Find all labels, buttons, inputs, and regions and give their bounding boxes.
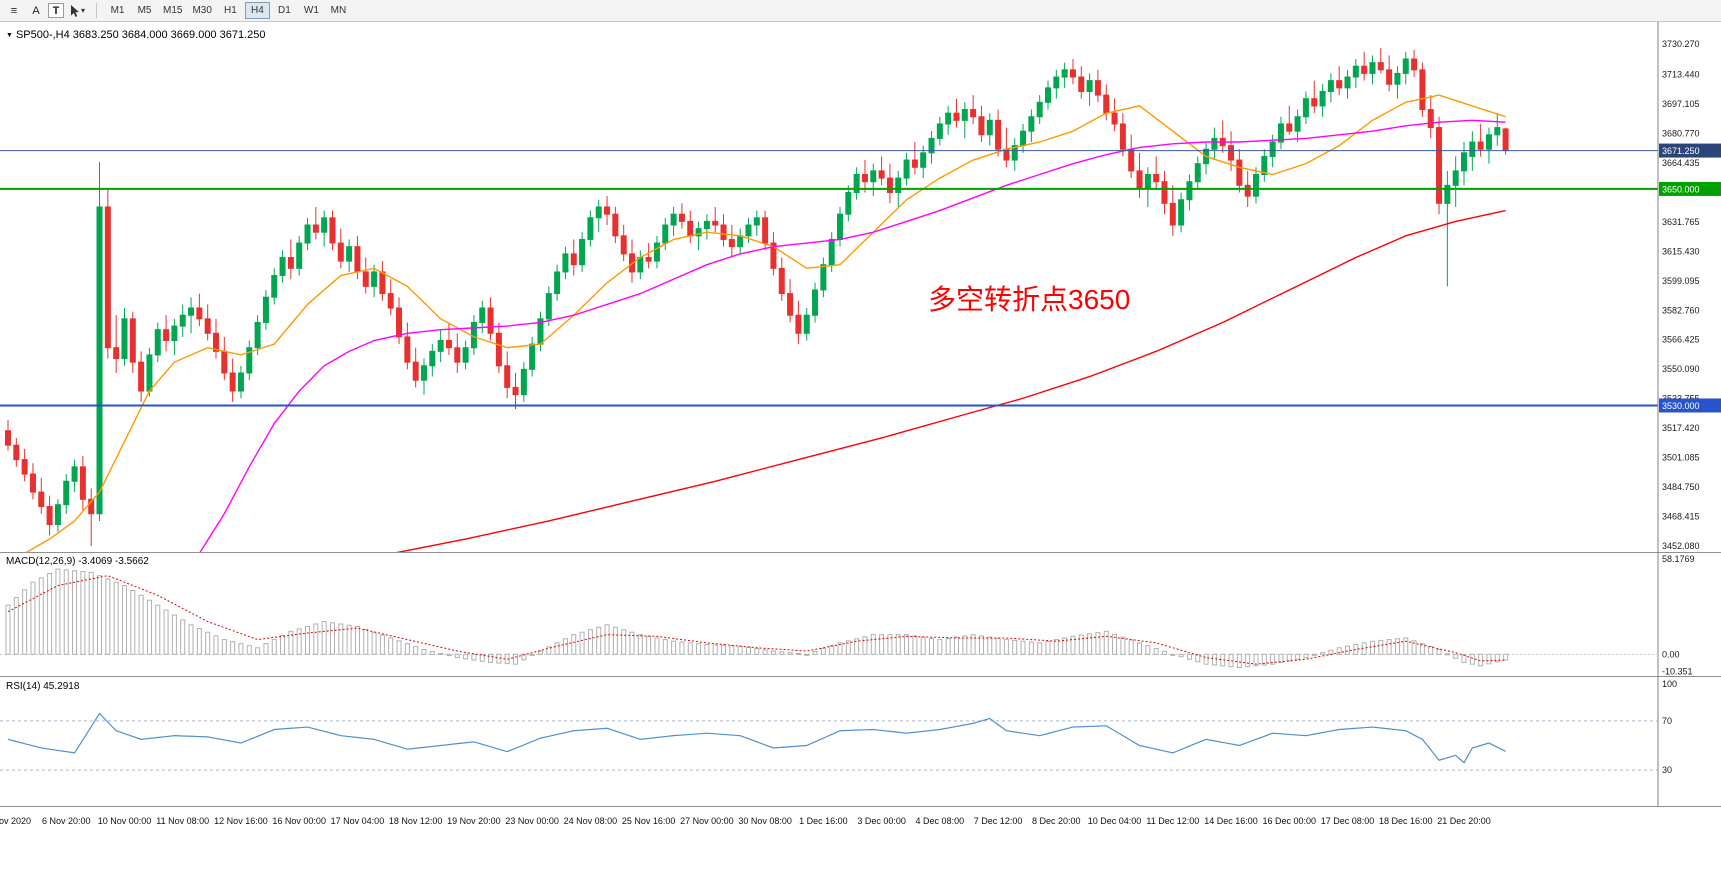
bull-bear-annotation[interactable]: 多空转折点3650 — [928, 284, 1131, 315]
time-label: 11 Nov 08:00 — [156, 816, 210, 826]
macd-pane[interactable]: 58.1769 0.00 -10.351 — [0, 552, 1721, 676]
timeframe-mn-button[interactable]: MN — [326, 2, 351, 19]
time-label: 18 Dec 16:00 — [1378, 816, 1433, 826]
time-label: 19 Nov 20:00 — [447, 816, 501, 826]
letter-a-icon: A — [32, 4, 40, 17]
main-price-chart[interactable]: 3730.270 3713.440 3697.105 3680.770 3664.435… — [0, 22, 1721, 552]
svg-text:3650.000: 3650.000 — [1662, 184, 1700, 194]
rsi-levels — [0, 720, 1658, 771]
time-label: 17 Nov 04:00 — [330, 816, 385, 826]
time-label: 4 Dec 08:00 — [915, 816, 965, 826]
cursor-tool-button[interactable]: ▾ — [66, 2, 88, 20]
time-label: 14 Dec 16:00 — [1204, 816, 1258, 826]
time-axis[interactable]: 5 Nov 2020 6 Nov 20:00 10 Nov 00:00 11 Nov … — [0, 806, 1721, 841]
svg-text:58.1769: 58.1769 — [1662, 554, 1695, 564]
svg-text:3713.440: 3713.440 — [1662, 69, 1700, 79]
rsi-label: RSI(14) 45.2918 — [6, 681, 80, 692]
time-label: 11 Dec 12:00 — [1146, 816, 1200, 826]
timeframe-m5-button[interactable]: M5 — [132, 2, 157, 19]
ma-slow-line — [396, 209, 1506, 552]
time-label: 8 Dec 20:00 — [1032, 816, 1081, 826]
time-label: 16 Dec 00:00 — [1262, 816, 1317, 826]
moving-averages-layer — [25, 94, 1506, 552]
annotate-a-button[interactable]: A — [26, 2, 46, 20]
time-label: 27 Nov 00:00 — [680, 816, 734, 826]
time-label: 12 Nov 16:00 — [214, 816, 268, 826]
main-toolbar: ≡ A T ▾ M1 M5 M15 M30 H1 H4 D1 W1 MN — [0, 0, 1721, 22]
time-label: 3 Dec 00:00 — [857, 816, 906, 826]
svg-text:3599.095: 3599.095 — [1662, 276, 1700, 286]
time-label: 10 Nov 00:00 — [97, 816, 152, 826]
timeframe-m1-button[interactable]: M1 — [105, 2, 130, 19]
time-label: 1 Dec 16:00 — [799, 816, 848, 826]
time-label: 25 Nov 16:00 — [621, 816, 676, 826]
svg-text:-10.351: -10.351 — [1662, 666, 1693, 676]
svg-text:3566.425: 3566.425 — [1662, 335, 1700, 345]
svg-text:3468.415: 3468.415 — [1662, 512, 1700, 522]
svg-text:3517.420: 3517.420 — [1662, 423, 1700, 433]
rsi-pane[interactable]: 100 70 30 — [0, 676, 1721, 806]
toolbar-separator — [96, 3, 98, 18]
timeframe-h1-button[interactable]: H1 — [218, 2, 243, 19]
svg-text:3452.080: 3452.080 — [1662, 541, 1700, 551]
price-tag — [1659, 143, 1721, 158]
ma-mid-line — [199, 119, 1506, 552]
svg-text:3664.435: 3664.435 — [1662, 158, 1700, 168]
time-label: 10 Dec 04:00 — [1087, 816, 1142, 826]
symbol-ohlc-header: ▼ SP500-,H4 3683.250 3684.000 3669.000 36… — [6, 29, 266, 41]
time-label: 7 Dec 12:00 — [973, 816, 1023, 826]
time-label: 5 Nov 2020 — [0, 816, 32, 826]
symbol-ohlc-text: SP500-,H4 3683.250 3684.000 3669.000 367… — [15, 29, 266, 41]
timeframe-m15-button[interactable]: M15 — [159, 2, 186, 19]
time-label: 24 Nov 08:00 — [563, 816, 618, 826]
price-axis: 3730.270 3713.440 3697.105 3680.770 3664.435… — [1657, 22, 1721, 552]
charts-list-button[interactable]: ≡ — [4, 2, 24, 20]
macd-label: MACD(12,26,9) -3.4069 -3.5662 — [6, 556, 149, 567]
price-tag — [1659, 181, 1721, 196]
symbol-marker-icon: ▼ — [6, 32, 13, 39]
svg-text:0.00: 0.00 — [1662, 649, 1680, 659]
candles-layer — [5, 48, 1509, 547]
svg-text:3671.250: 3671.250 — [1662, 146, 1700, 156]
svg-text:100: 100 — [1662, 679, 1677, 689]
svg-text:3730.270: 3730.270 — [1662, 39, 1700, 49]
rsi-line — [7, 712, 1506, 764]
time-label: 18 Nov 12:00 — [388, 816, 443, 826]
chevron-down-icon: ▾ — [81, 6, 86, 15]
svg-text:3631.765: 3631.765 — [1662, 217, 1700, 227]
horizontal-lines-layer — [0, 150, 1658, 407]
time-label: 17 Dec 08:00 — [1320, 816, 1375, 826]
svg-text:30: 30 — [1662, 765, 1672, 775]
timeframe-w1-button[interactable]: W1 — [299, 2, 324, 19]
time-label: 21 Dec 20:00 — [1437, 816, 1491, 826]
svg-text:3530.000: 3530.000 — [1662, 401, 1700, 411]
macd-histogram — [5, 568, 1509, 668]
macd-axis: 58.1769 0.00 -10.351 — [1662, 554, 1695, 676]
svg-text:3501.085: 3501.085 — [1662, 453, 1700, 463]
timeframe-h4-button[interactable]: H4 — [244, 2, 270, 19]
time-label: 30 Nov 08:00 — [738, 816, 792, 826]
cursor-icon — [71, 4, 79, 17]
svg-text:3615.430: 3615.430 — [1662, 246, 1700, 256]
time-label: 6 Nov 20:00 — [41, 816, 91, 826]
svg-text:3680.770: 3680.770 — [1662, 128, 1700, 138]
letter-t-icon: T — [52, 4, 60, 17]
svg-text:70: 70 — [1662, 716, 1672, 726]
text-tool-button[interactable]: T — [48, 3, 64, 18]
price-tag — [1659, 398, 1721, 413]
svg-text:3550.090: 3550.090 — [1662, 364, 1700, 374]
time-label: 23 Nov 00:00 — [505, 816, 559, 826]
svg-text:3484.750: 3484.750 — [1662, 482, 1700, 492]
svg-text:3582.760: 3582.760 — [1662, 305, 1700, 315]
svg-text:3697.105: 3697.105 — [1662, 99, 1700, 109]
ma-fast-line — [25, 94, 1506, 552]
timeframe-m30-button[interactable]: M30 — [188, 2, 215, 19]
time-label: 16 Nov 00:00 — [272, 816, 326, 826]
macd-signal-line — [7, 575, 1506, 665]
list-icon: ≡ — [10, 4, 18, 17]
rsi-axis: 100 70 30 — [1662, 679, 1677, 775]
timeframe-d1-button[interactable]: D1 — [272, 2, 297, 19]
